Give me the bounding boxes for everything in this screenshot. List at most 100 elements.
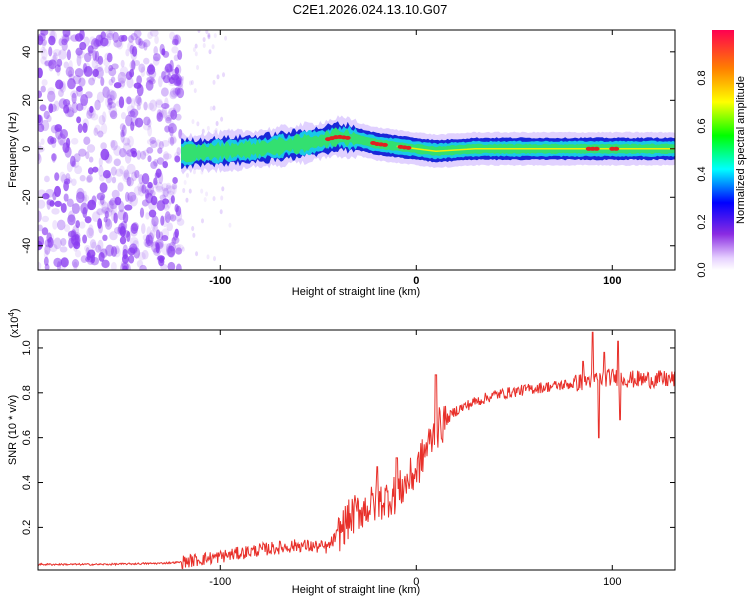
- noise-blob: [64, 178, 71, 185]
- noise-blob: [70, 229, 77, 241]
- noise-blob: [212, 196, 216, 202]
- noise-blob: [66, 107, 75, 118]
- noise-blob: [124, 204, 133, 211]
- noise-blob: [110, 139, 116, 148]
- noise-blob: [171, 237, 177, 246]
- noise-blob: [145, 234, 153, 247]
- noise-blob: [119, 236, 127, 245]
- noise-blob: [131, 150, 138, 158]
- noise-blob: [193, 88, 197, 94]
- noise-blob: [138, 40, 146, 49]
- noise-blob: [106, 52, 113, 63]
- noise-blob: [143, 101, 148, 111]
- x-tick-label: 0: [413, 275, 419, 287]
- noise-blob: [46, 114, 52, 123]
- noise-blob: [147, 181, 153, 189]
- colorbar-gradient: [712, 30, 734, 270]
- noise-blob: [162, 151, 170, 161]
- noise-blob: [105, 244, 115, 257]
- noise-blob: [126, 163, 136, 175]
- noise-blob: [108, 67, 117, 77]
- spectrogram-panel: -100 0 100 -40 -20 0 20 40 Height of straight …: [7, 29, 676, 298]
- noise-blob: [172, 87, 182, 96]
- noise-blob: [147, 31, 153, 40]
- noise-blob: [90, 113, 99, 121]
- noise-blob: [133, 185, 142, 196]
- noise-blob: [38, 114, 43, 126]
- noise-blob: [82, 190, 87, 201]
- noise-blob: [63, 224, 71, 233]
- noise-blob: [58, 89, 64, 98]
- noise-blob: [145, 212, 150, 220]
- noise-blob: [59, 171, 66, 182]
- noise-blob: [71, 259, 80, 268]
- noise-blob: [63, 193, 69, 202]
- noise-blob: [161, 228, 170, 239]
- noise-blob: [113, 82, 122, 89]
- noise-blob: [155, 98, 163, 106]
- noise-blob: [167, 245, 176, 258]
- noise-blob: [40, 85, 46, 93]
- noise-blob: [145, 234, 150, 245]
- noise-blob: [103, 216, 108, 223]
- noise-blob: [136, 260, 144, 268]
- noise-blob: [141, 249, 149, 260]
- noise-blob: [73, 261, 78, 270]
- noise-blob: [59, 246, 68, 253]
- noise-blob: [161, 71, 166, 80]
- noise-blob: [86, 227, 95, 239]
- noise-blob: [82, 194, 90, 202]
- noise-blob: [102, 111, 107, 123]
- noise-blob: [79, 41, 87, 51]
- noise-blob: [38, 141, 42, 149]
- y-tick-label: 0.4: [21, 475, 33, 490]
- noise-blob: [100, 77, 105, 87]
- noise-blob: [66, 49, 72, 61]
- noise-blob: [155, 185, 164, 193]
- noise-blob: [68, 60, 73, 72]
- noise-blob: [107, 97, 113, 106]
- noise-blob: [181, 246, 185, 252]
- noise-blob: [43, 110, 50, 120]
- noise-blob: [138, 38, 143, 46]
- noise-blob: [120, 34, 128, 42]
- noise-blob: [176, 218, 185, 226]
- colorbar-tick-label: 0.0: [696, 262, 708, 277]
- noise-blob: [162, 203, 170, 211]
- noise-blob: [170, 74, 180, 81]
- noise-blob: [143, 238, 151, 248]
- y-tick-label: 20: [21, 94, 33, 106]
- noise-blob: [158, 231, 164, 241]
- noise-blob: [142, 234, 148, 241]
- noise-blob: [118, 96, 125, 109]
- noise-blob: [195, 251, 199, 257]
- noise-blob: [141, 184, 147, 194]
- noise-blob: [200, 218, 204, 224]
- noise-blob: [75, 220, 80, 229]
- noise-blob: [117, 226, 123, 236]
- noise-blob: [169, 31, 176, 40]
- noise-blob: [94, 64, 103, 73]
- noise-blob: [161, 102, 170, 110]
- noise-blob: [85, 91, 93, 99]
- noise-blob: [76, 85, 83, 92]
- noise-blob: [107, 200, 114, 213]
- noise-blob: [147, 119, 152, 128]
- noise-blob: [153, 46, 158, 56]
- noise-blob: [170, 135, 177, 144]
- noise-blob: [63, 61, 69, 69]
- ridge-peak: [344, 135, 351, 140]
- noise-blob: [192, 169, 196, 175]
- noise-blob: [163, 153, 172, 160]
- snr-series-line: [38, 331, 675, 570]
- noise-blob: [113, 39, 123, 48]
- noise-blob: [66, 161, 73, 173]
- snr-y-multiplier: (x104): [7, 308, 21, 338]
- noise-blob: [149, 140, 158, 149]
- noise-blob: [191, 226, 195, 232]
- noise-blob: [91, 211, 101, 223]
- noise-blob: [96, 192, 106, 201]
- noise-blob: [150, 195, 158, 206]
- noise-blob: [84, 52, 92, 63]
- noise-blob: [174, 204, 179, 213]
